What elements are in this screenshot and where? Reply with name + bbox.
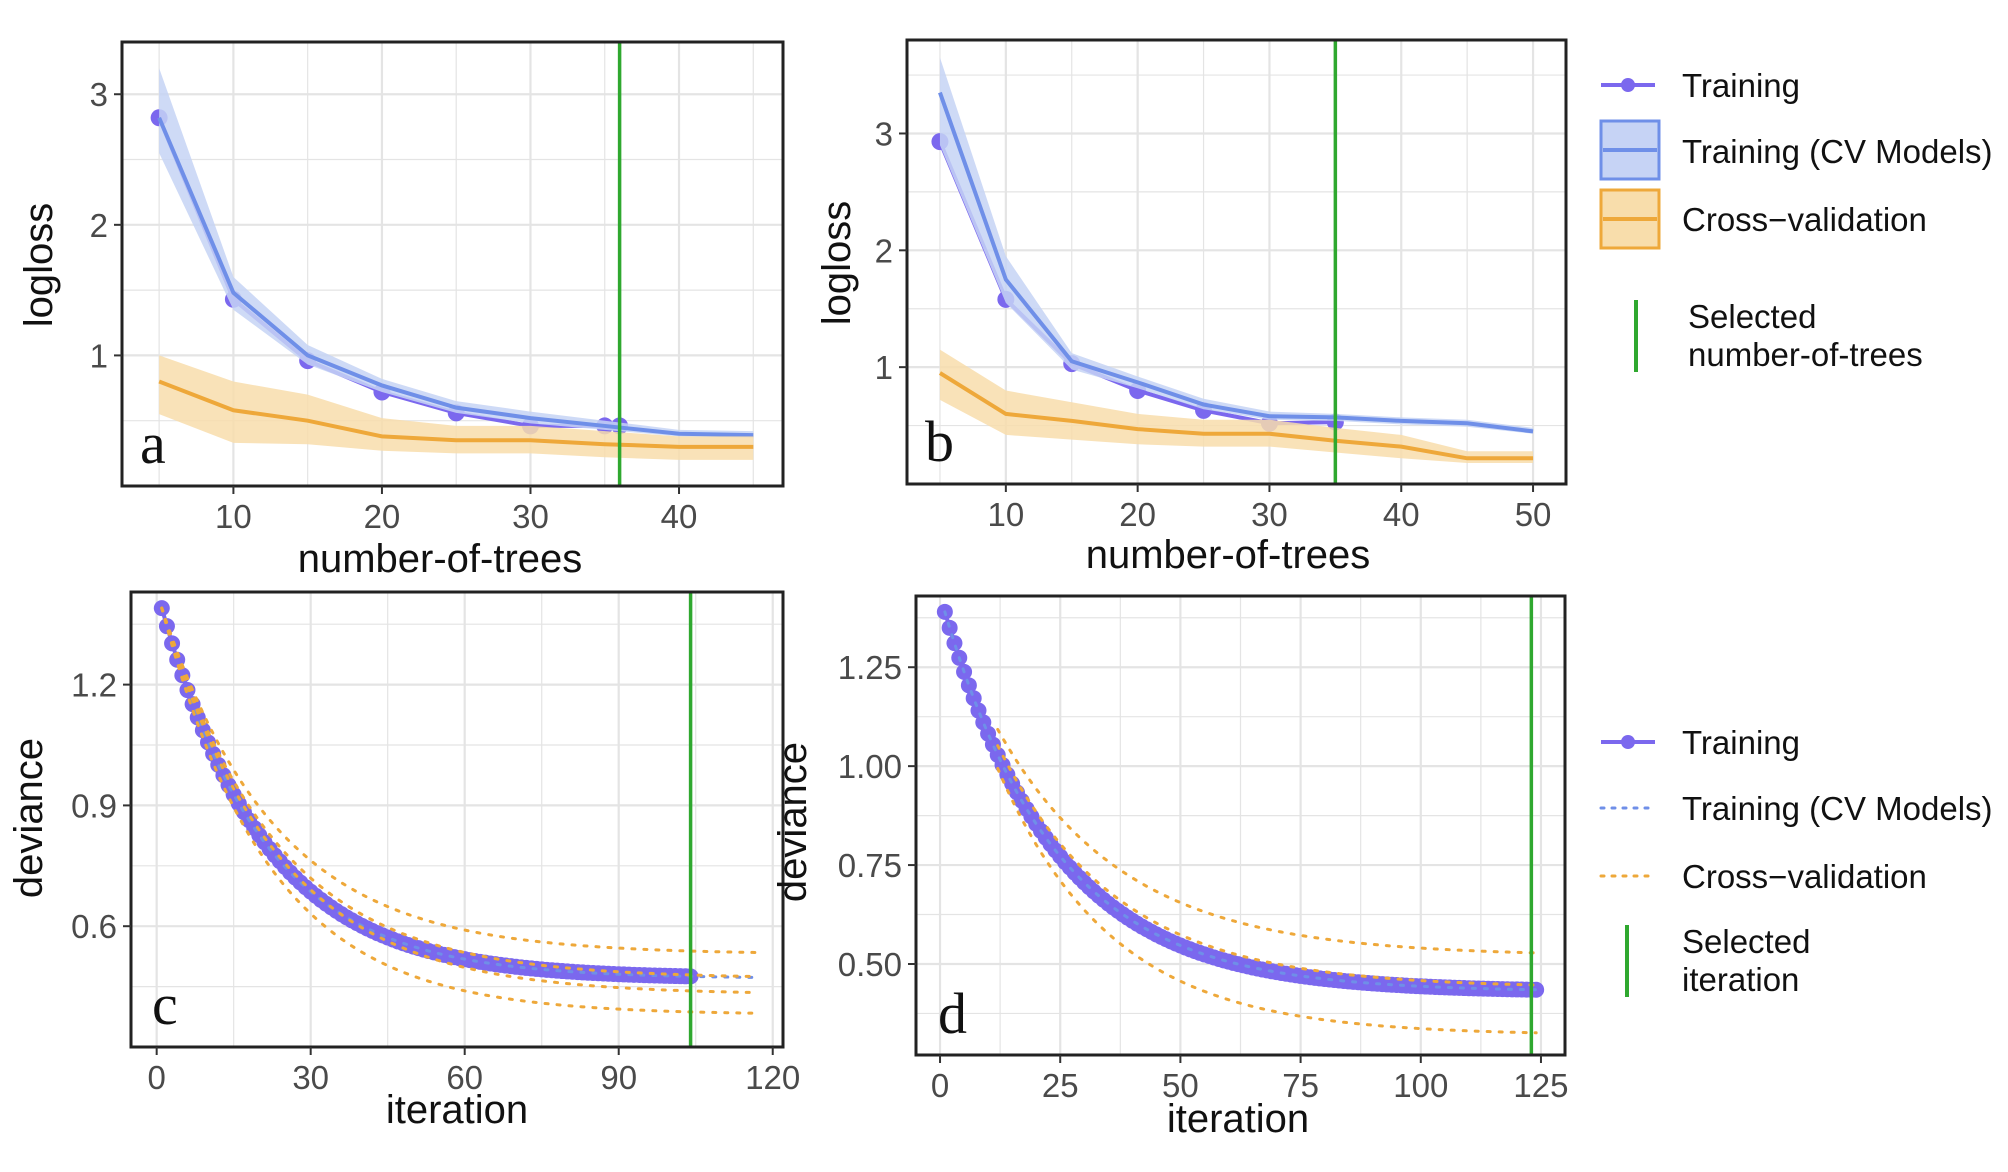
plot-frame [120, 40, 785, 488]
legend2-cv-models-label: Training (CV Models) [1682, 790, 1993, 827]
legend2-training-label: Training [1682, 724, 1800, 761]
y-tick-label: 1 [90, 337, 108, 374]
x-tick-label: 0 [147, 1059, 165, 1096]
x-tick-label: 30 [1251, 496, 1288, 533]
y-tick-label: 1.25 [838, 649, 902, 686]
legend-crossval-label: Cross−validation [1682, 201, 1927, 238]
crossval-dotted-line [996, 727, 1538, 955]
cv-models-band [159, 68, 754, 438]
panel-letter: b [925, 409, 954, 474]
y-axis-label: deviance [7, 738, 51, 898]
legend-training-marker [1621, 78, 1635, 92]
x-tick-label: 40 [1383, 496, 1420, 533]
x-tick-label: 120 [745, 1059, 800, 1096]
x-tick-label: 30 [292, 1059, 329, 1096]
crossval-band [939, 349, 1534, 463]
cv-models-dotted-line [160, 606, 759, 979]
x-tick-label: 10 [215, 498, 252, 535]
panel-letter: c [152, 972, 178, 1037]
panel-a: 10 20 30 40 1 2 3 number-of-trees logloss a [17, 40, 785, 581]
cv-models-line [938, 91, 1534, 434]
x-tick-label: 50 [1162, 1067, 1199, 1104]
panel-letter: a [140, 411, 166, 476]
crossval-dotted-line [160, 606, 759, 995]
plot-frame [905, 38, 1568, 486]
panel-d: 0 25 50 75 100 125 0.50 0.75 1.00 1.25 iteration de… [771, 594, 1568, 1141]
panel-c: 0 30 60 90 120 0.6 0.9 1.2 iteration deviance c [7, 590, 800, 1132]
legend2-training-marker [1621, 735, 1635, 749]
y-tick-label: 0.50 [838, 946, 902, 983]
crossval-dotted-line [996, 744, 1538, 987]
plot-frame [129, 590, 785, 1049]
training-point [946, 635, 963, 652]
cv-models-line [157, 116, 754, 438]
legend-top: Training Training (CV Models) Cross−vali… [1599, 67, 1993, 373]
plot-frame [914, 594, 1567, 1057]
crossval-line [938, 371, 1534, 461]
training-point [158, 618, 175, 635]
plot-area [122, 42, 783, 486]
cv-models-dotted-line [943, 610, 1538, 992]
x-tick-label: 60 [446, 1059, 483, 1096]
training-point [965, 690, 982, 707]
plot-area [131, 592, 783, 1047]
x-tick-label: 30 [512, 498, 549, 535]
legend2-selected-label-1: Selected [1682, 923, 1810, 960]
y-axis-label: logloss [815, 201, 859, 326]
crossval-band [159, 355, 754, 460]
crossval-line [158, 379, 754, 449]
training-point [941, 619, 958, 636]
x-tick-label: 125 [1513, 1067, 1568, 1104]
x-axis-label: iteration [1167, 1097, 1309, 1141]
y-tick-label: 2 [875, 232, 893, 269]
x-tick-label: 20 [1119, 496, 1156, 533]
cv-models-band [939, 57, 1534, 434]
y-tick-label: 0.9 [71, 787, 117, 824]
x-tick-label: 75 [1282, 1067, 1319, 1104]
y-tick-label: 0.6 [71, 908, 117, 945]
training-point [960, 677, 977, 694]
y-axis-label: logloss [17, 203, 61, 328]
y-tick-label: 1 [875, 349, 893, 386]
y-tick-label: 2 [90, 207, 108, 244]
legend2-crossval-label: Cross−validation [1682, 858, 1927, 895]
x-tick-label: 50 [1515, 496, 1552, 533]
x-tick-label: 100 [1393, 1067, 1448, 1104]
y-axis-label: deviance [771, 742, 815, 902]
crossval-dotted-line [160, 606, 759, 955]
x-axis-label: number-of-trees [1086, 533, 1371, 577]
x-tick-label: 0 [931, 1067, 949, 1104]
legend-selected-label-1: Selected [1688, 298, 1816, 335]
y-tick-label: 1.00 [838, 748, 902, 785]
y-tick-label: 1.2 [71, 667, 117, 704]
legend-training-label: Training [1682, 67, 1800, 104]
crossval-dotted-line [996, 766, 1538, 1035]
legend-cv-models-label: Training (CV Models) [1682, 133, 1993, 170]
panel-letter: d [938, 981, 967, 1046]
x-axis-label: iteration [386, 1088, 528, 1132]
panel-b: 10 20 30 40 50 1 2 3 number-of-trees logloss b [815, 38, 1568, 577]
x-axis-label: number-of-trees [298, 537, 583, 581]
legend-bottom: Training Training (CV Models) Cross−vali… [1599, 724, 1993, 998]
plot-area [916, 596, 1565, 1055]
y-tick-label: 0.75 [838, 847, 902, 884]
y-tick-label: 3 [875, 115, 893, 152]
x-tick-label: 90 [600, 1059, 637, 1096]
legend-selected-label-2: number-of-trees [1688, 336, 1923, 373]
x-tick-label: 20 [364, 498, 401, 535]
x-tick-label: 40 [661, 498, 698, 535]
crossval-dotted-line [160, 606, 759, 1015]
x-tick-label: 10 [987, 496, 1024, 533]
y-tick-label: 3 [90, 76, 108, 113]
x-tick-label: 25 [1042, 1067, 1079, 1104]
plot-area [907, 40, 1566, 484]
crossval-dotted-line [160, 606, 759, 979]
legend2-selected-label-2: iteration [1682, 961, 1799, 998]
